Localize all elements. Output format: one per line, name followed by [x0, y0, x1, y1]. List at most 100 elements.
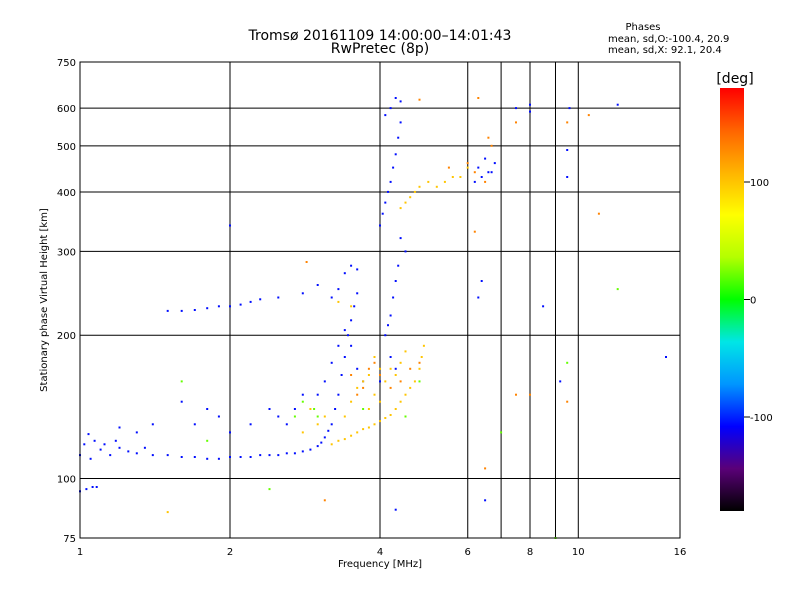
data-point	[323, 415, 326, 418]
data-point	[229, 224, 231, 227]
data-point	[356, 431, 359, 434]
data-point	[568, 107, 571, 110]
data-point	[166, 511, 169, 514]
data-point	[316, 423, 319, 426]
data-point	[616, 288, 619, 291]
data-point	[356, 393, 359, 396]
data-point	[392, 166, 395, 169]
data-point	[259, 298, 262, 301]
data-point	[337, 288, 340, 291]
data-point	[484, 467, 487, 470]
data-point	[384, 334, 387, 337]
data-point	[409, 196, 412, 199]
data-point	[316, 284, 319, 286]
data-point	[293, 415, 296, 418]
data-point	[484, 499, 487, 502]
data-point	[399, 237, 402, 240]
y-axis-label: Stationary phase Virtual Height [km]	[39, 208, 50, 392]
data-point	[350, 400, 353, 403]
data-point	[301, 393, 304, 396]
data-point	[477, 97, 480, 99]
data-point	[206, 439, 209, 442]
data-point	[229, 305, 231, 308]
data-point	[362, 428, 365, 431]
data-point	[367, 426, 370, 429]
data-point	[293, 408, 296, 410]
data-point	[217, 305, 220, 308]
data-point	[323, 380, 326, 383]
data-point	[305, 261, 308, 263]
data-point	[350, 264, 353, 267]
data-point	[277, 415, 280, 418]
data-point	[301, 450, 304, 453]
colorbar	[720, 88, 744, 511]
data-point	[166, 454, 169, 457]
data-point	[316, 415, 319, 418]
data-point	[320, 441, 323, 444]
chart-title: Tromsø 20161109 14:00:00–14:01:43	[248, 28, 512, 44]
data-point	[515, 107, 517, 110]
y-axis-ticks: 75 100 200 300 400 500 600 750	[57, 58, 76, 545]
x-tick-label: 16	[674, 547, 687, 558]
data-point	[330, 361, 333, 364]
data-point	[367, 367, 370, 370]
data-point	[397, 136, 400, 139]
colorbar-ticks: 100 0 -100	[744, 178, 773, 424]
data-point	[384, 417, 387, 419]
data-point	[309, 408, 312, 410]
data-point	[350, 344, 353, 347]
data-point	[384, 114, 387, 117]
data-point	[114, 439, 117, 442]
data-point	[99, 448, 102, 451]
y-tick-label: 600	[57, 104, 76, 115]
data-point	[337, 393, 340, 396]
colorbar-tick-label: 100	[750, 178, 769, 189]
data-point	[316, 445, 319, 448]
data-point	[466, 162, 469, 165]
data-point	[493, 162, 496, 165]
data-point	[394, 374, 397, 376]
legend-title: Phases	[625, 22, 660, 33]
data-point	[379, 224, 381, 227]
data-point	[373, 393, 376, 396]
data-point	[193, 456, 196, 458]
data-point	[151, 454, 154, 457]
data-point	[135, 452, 138, 455]
data-point	[268, 454, 271, 457]
data-point	[409, 386, 412, 389]
data-point	[95, 486, 98, 488]
data-point	[451, 176, 454, 178]
data-point	[392, 296, 395, 299]
y-tick-label: 500	[57, 142, 76, 153]
data-point	[350, 319, 353, 322]
legend-line-x: mean, sd,X: 92.1, 20.4	[608, 45, 722, 56]
grid-lines	[80, 62, 680, 538]
y-tick-label: 100	[57, 475, 76, 486]
data-point	[466, 166, 469, 169]
data-point	[309, 448, 312, 451]
x-tick-label: 10	[572, 547, 585, 558]
data-point	[389, 367, 392, 370]
data-point	[394, 280, 397, 282]
data-point	[313, 408, 316, 410]
legend-line-o: mean, sd,O:-100.4, 20.9	[608, 34, 729, 45]
data-point	[206, 408, 209, 410]
colorbar-tick-label: -100	[750, 413, 773, 424]
data-point	[387, 324, 389, 327]
data-point	[337, 344, 340, 347]
data-point	[379, 400, 381, 403]
data-point	[85, 488, 88, 491]
data-point	[566, 149, 569, 151]
data-point	[103, 443, 106, 446]
data-point	[118, 426, 121, 429]
data-point	[373, 356, 376, 358]
x-tick-label: 2	[227, 547, 233, 558]
x-axis-ticks: 1 2 4 6 8 10 16	[77, 547, 687, 558]
data-point	[597, 212, 600, 215]
data-point	[277, 296, 280, 299]
data-point	[394, 508, 397, 511]
data-point	[484, 157, 487, 160]
data-point	[330, 423, 333, 426]
data-point	[399, 100, 402, 103]
